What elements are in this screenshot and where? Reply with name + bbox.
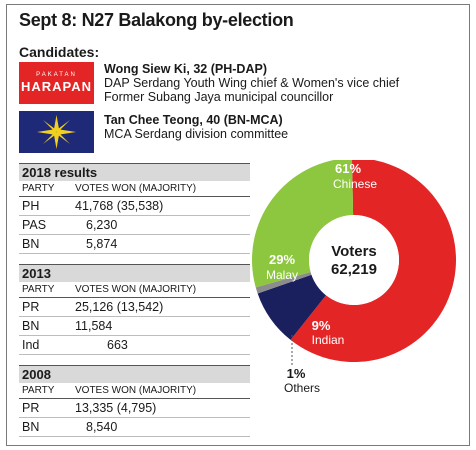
- party-cell: PR: [22, 300, 40, 314]
- candidate-2: Tan Chee Teong, 40 (BN-MCA) MCA Serdang …: [104, 113, 288, 141]
- center-label: Voters: [331, 243, 377, 260]
- indian-name-label: Indian: [312, 333, 345, 347]
- bn-scales-icon: [19, 111, 94, 153]
- table-row: BN 5,874: [19, 235, 250, 254]
- col-party: PARTY: [22, 284, 55, 295]
- party-cell: PAS: [22, 218, 47, 232]
- table-row: PR 13,335 (4,795): [19, 399, 250, 418]
- pakatan-harapan-logo: PAKATAN HARAPAN: [19, 62, 94, 104]
- table-row: PH 41,768 (35,538): [19, 197, 250, 216]
- votes-cell: 6,230: [86, 218, 118, 232]
- results-2008-heading: 2008: [19, 365, 250, 383]
- results-2013-heading: 2013: [19, 264, 250, 282]
- results-2018-col-header: PARTY VOTES WON (MAJORITY): [19, 181, 250, 197]
- votes-cell: 13,335 (4,795): [75, 401, 157, 415]
- donut-hole: [309, 215, 399, 305]
- party-cell: Ind: [22, 338, 40, 352]
- votes-cell: 8,540: [86, 420, 118, 434]
- col-votes: VOTES WON (MAJORITY): [75, 183, 197, 194]
- candidate-1-line1: DAP Serdang Youth Wing chief & Women's v…: [104, 76, 400, 90]
- ph-logo-small-text: PAKATAN: [36, 72, 77, 78]
- party-cell: BN: [22, 319, 40, 333]
- results-2013-col-header: PARTY VOTES WON (MAJORITY): [19, 282, 250, 298]
- col-votes: VOTES WON (MAJORITY): [75, 284, 197, 295]
- votes-cell: 11,584: [75, 319, 113, 333]
- candidate-2-line1: MCA Serdang division committee: [104, 127, 289, 141]
- table-row: PAS 6,230: [19, 216, 250, 235]
- chinese-pct-label: 61%: [335, 161, 361, 176]
- votes-cell: 25,126 (13,542): [75, 300, 164, 314]
- indian-pct-label: 9%: [312, 318, 331, 333]
- votes-cell: 663: [107, 338, 128, 352]
- slice-chinese: [290, 160, 456, 362]
- malay-pct-label: 29%: [269, 252, 295, 267]
- table-row: BN 11,584: [19, 317, 250, 336]
- party-cell: BN: [22, 420, 40, 434]
- candidate-1-line2: Former Subang Jaya municipal councillor: [104, 90, 334, 104]
- col-party: PARTY: [22, 385, 55, 396]
- candidate-1: Wong Siew Ki, 32 (PH-DAP) DAP Serdang Yo…: [104, 62, 399, 104]
- infographic-frame: [6, 4, 470, 446]
- results-2018-heading: 2018 results: [19, 163, 250, 181]
- table-row: Ind 663: [19, 336, 250, 355]
- col-votes: VOTES WON (MAJORITY): [75, 385, 197, 396]
- page-title: Sept 8: N27 Balakong by-election: [19, 10, 294, 30]
- center-value: 62,219: [331, 261, 377, 278]
- others-pct-label: 1%: [287, 366, 306, 381]
- others-name-label: Others: [284, 381, 320, 395]
- results-2008-col-header: PARTY VOTES WON (MAJORITY): [19, 383, 250, 399]
- malay-name-label: Malay: [266, 268, 298, 282]
- slice-others: [255, 272, 312, 294]
- candidate-1-name: Wong Siew Ki, 32 (PH-DAP): [104, 62, 267, 76]
- table-row: PR 25,126 (13,542): [19, 298, 250, 317]
- candidates-heading: Candidates:: [19, 44, 100, 60]
- party-cell: BN: [22, 237, 40, 251]
- voters-donut-chart: Voters 62,219 61% Chinese 29% Malay 9% I…: [252, 160, 456, 395]
- table-row: BN 8,540: [19, 418, 250, 437]
- candidate-2-name: Tan Chee Teong, 40 (BN-MCA): [104, 113, 283, 127]
- party-cell: PR: [22, 401, 40, 415]
- donut-slices: [252, 160, 456, 362]
- chinese-name-label: Chinese: [333, 177, 377, 191]
- barisan-nasional-logo: [19, 111, 94, 153]
- votes-cell: 41,768 (35,538): [75, 199, 164, 213]
- votes-cell: 5,874: [86, 237, 118, 251]
- col-party: PARTY: [22, 183, 55, 194]
- ph-logo-big-text: HARAPAN: [20, 79, 93, 94]
- slice-indian: [257, 274, 327, 340]
- slice-malay: [252, 160, 354, 288]
- party-cell: PH: [22, 199, 40, 213]
